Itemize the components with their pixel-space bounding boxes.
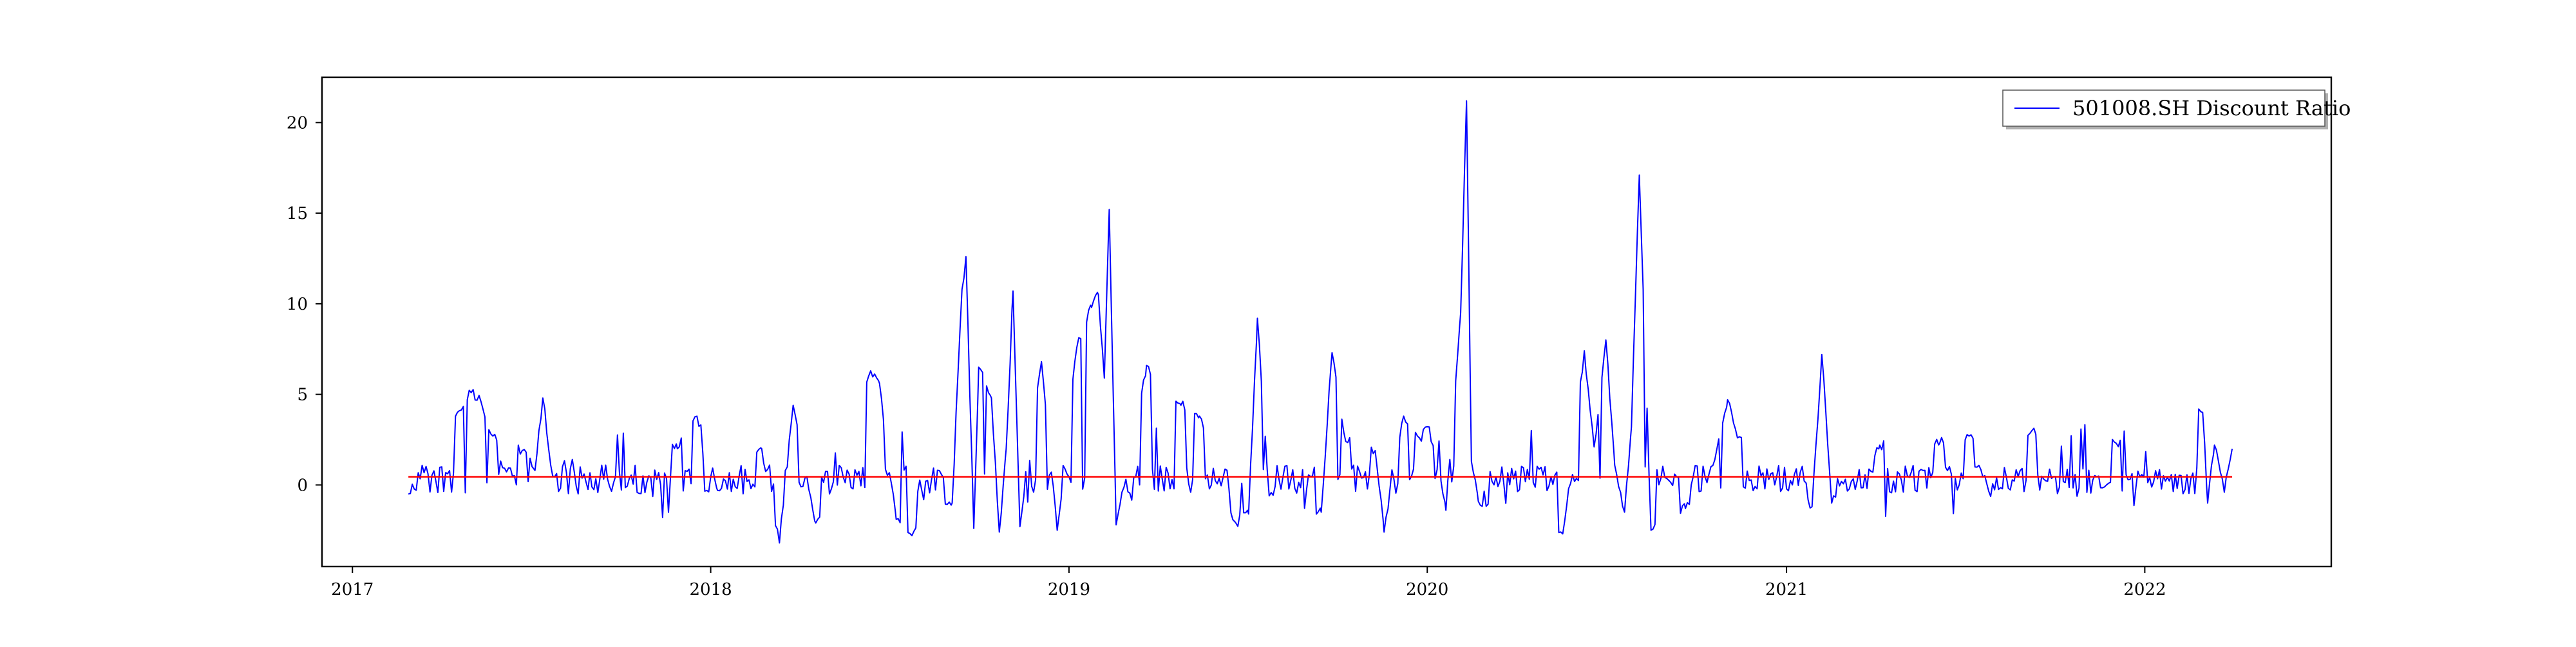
x-tick-label: 2017 bbox=[331, 580, 374, 599]
y-tick-label: 5 bbox=[297, 386, 308, 405]
x-tick-label: 2020 bbox=[1406, 580, 1448, 599]
axes-frame bbox=[321, 76, 2333, 568]
y-tick-label: 20 bbox=[287, 113, 308, 133]
plot-area bbox=[408, 100, 2233, 544]
legend: 501008.SH Discount Ratio bbox=[2002, 89, 2351, 129]
axes: 0 5 10 15 20 2017 2018 2019 2020 2021 2022 bbox=[287, 76, 2333, 599]
y-tick-label: 15 bbox=[287, 204, 308, 223]
x-tick-label: 2021 bbox=[1765, 580, 1808, 599]
y-tick-label: 0 bbox=[297, 476, 308, 495]
series-line-discount-ratio bbox=[408, 100, 2233, 544]
x-tick-label: 2018 bbox=[689, 580, 732, 599]
y-tick-label: 10 bbox=[287, 295, 308, 314]
x-tick-label: 2019 bbox=[1048, 580, 1090, 599]
x-tick-label: 2022 bbox=[2123, 580, 2166, 599]
legend-label: 501008.SH Discount Ratio bbox=[2072, 96, 2351, 120]
